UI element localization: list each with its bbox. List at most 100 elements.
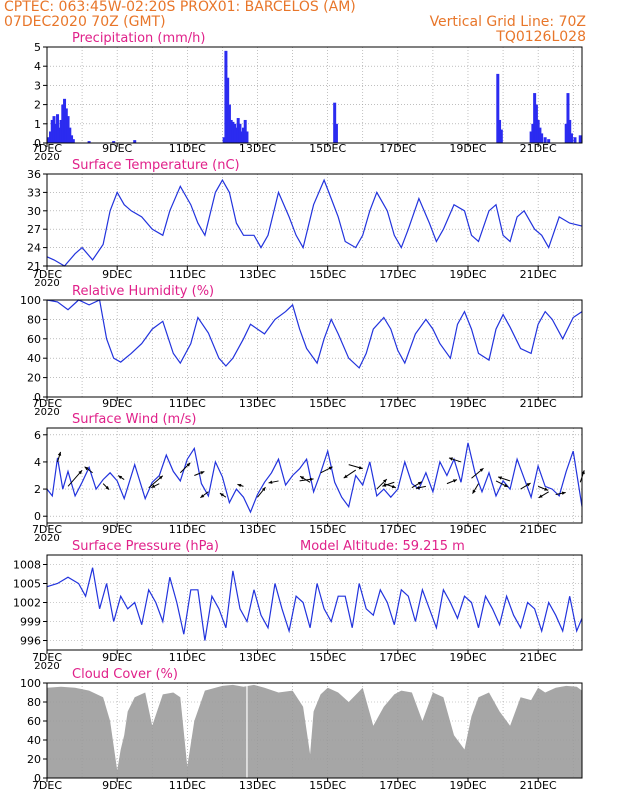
precip-bar (233, 123, 237, 143)
precip-bar (87, 141, 91, 143)
pressure-xtick-label: 13DEC (239, 651, 276, 664)
rh-xtick-label: 15DEC (309, 397, 346, 410)
rh-xtick-label: 21DEC (520, 397, 557, 410)
wind-vector-arrowhead (544, 487, 549, 491)
precip-bar (245, 131, 249, 143)
precip-xtick-label: 7DEC (32, 142, 62, 155)
wind-vector-arrowhead (237, 483, 242, 488)
temp-xtick-label: 11DEC (169, 268, 206, 281)
precip-bar (498, 119, 502, 143)
rh-xtick-label: 7DEC (32, 397, 62, 410)
wind-vector-arrowhead (452, 479, 457, 483)
precip-bar (543, 137, 547, 143)
pressure-xtick-label: 21DEC (520, 651, 557, 664)
precip-xtick-label: 17DEC (379, 142, 416, 155)
precip-bar (547, 139, 551, 143)
precip-panel (43, 46, 583, 147)
temp-ytick-label: 21 (27, 260, 41, 273)
rh-xtick-label: 9DEC (102, 397, 132, 410)
rh-ytick-label: 20 (27, 372, 41, 385)
pressure-ytick-label: 1002 (13, 597, 41, 610)
temp-xtick-label: 21DEC (520, 268, 557, 281)
pressure-ytick-label: 996 (20, 635, 41, 648)
precip-ytick-label: 0 (34, 137, 41, 150)
cloud-ytick-label: 20 (27, 753, 41, 766)
wind-vector-arrowhead (526, 483, 531, 487)
cloud-ytick-label: 0 (34, 772, 41, 785)
precip-bar (68, 127, 72, 143)
temp-plot-area (47, 174, 582, 266)
rh-ytick-label: 60 (27, 333, 41, 346)
temp-xtick-label: 17DEC (379, 268, 416, 281)
header-grid-line: Vertical Grid Line: 70Z (429, 14, 586, 30)
precip-bar (334, 123, 338, 143)
precip-ytick-label: 2 (34, 99, 41, 112)
wind-vector-arrowhead (268, 480, 273, 484)
pressure-panel (43, 554, 583, 654)
precip-bar (529, 131, 533, 143)
precip-ytick-label: 1 (34, 118, 41, 131)
precip-bar (224, 50, 228, 144)
wind-year-label: 2020 (34, 533, 59, 544)
temp-xtick-label: 13DEC (239, 268, 276, 281)
wind-xtick-label: 11DEC (169, 523, 206, 536)
cloud-xtick-label: 9DEC (102, 779, 132, 792)
precip-xtick-label: 15DEC (309, 142, 346, 155)
precip-bar (227, 104, 231, 143)
temp-xtick-label: 9DEC (102, 268, 132, 281)
wind-ytick-label: 6 (34, 429, 41, 442)
pressure-subtitle: Model Altitude: 59.215 m (300, 539, 465, 554)
precip-frame (46, 46, 583, 144)
temp-year-label: 2020 (34, 278, 59, 289)
cloud-ytick-label: 80 (27, 696, 41, 709)
wind-xtick-label: 7DEC (32, 523, 62, 536)
rh-title: Relative Humidity (%) (72, 284, 214, 299)
cloud-ytick-label: 40 (27, 734, 41, 747)
wind-series-line (46, 442, 583, 514)
cloud-title: Cloud Cover (%) (72, 667, 178, 682)
cloud-xtick-label: 7DEC (32, 779, 62, 792)
cloud-xtick-label: 11DEC (169, 779, 206, 792)
wind-vector-arrowhead (581, 470, 585, 475)
wind-vector-arrowhead (186, 462, 191, 467)
wind-ytick-label: 2 (34, 483, 41, 496)
wind-vector-arrowhead (300, 476, 305, 480)
rh-xtick-label: 13DEC (239, 397, 276, 410)
precip-xtick-label: 9DEC (102, 142, 132, 155)
wind-vector-arrowhead (151, 484, 156, 488)
wind-vector-arrowhead (105, 485, 110, 490)
wind-vector-arrowhead (472, 489, 476, 494)
pressure-xtick-label: 15DEC (309, 651, 346, 664)
wind-vector-arrowhead (200, 494, 205, 498)
precip-bar (236, 118, 240, 143)
wind-vector-arrowhead (57, 451, 62, 456)
cloud-xtick-label: 19DEC (449, 779, 486, 792)
wind-ytick-label: 0 (34, 510, 41, 523)
temp-xtick-label: 15DEC (309, 268, 346, 281)
rh-year-label: 2020 (34, 407, 59, 418)
cloud-cover-area (47, 684, 582, 778)
precip-ytick-label: 5 (34, 41, 41, 54)
rh-xtick-label: 11DEC (169, 397, 206, 410)
temp-ytick-label: 24 (27, 242, 41, 255)
rh-ytick-label: 0 (34, 391, 41, 404)
rh-ytick-label: 80 (27, 313, 41, 326)
wind-ytick-label: 4 (34, 456, 41, 469)
wind-vector-arrowhead (538, 494, 543, 498)
wind-vector-arrowhead (448, 457, 453, 461)
wind-vector-arrowhead (417, 481, 422, 486)
temp-ytick-label: 30 (27, 205, 41, 218)
wind-vector-arrowhead (561, 491, 566, 495)
precip-bar (333, 102, 337, 143)
rh-ytick-label: 100 (20, 294, 41, 307)
precip-bar (49, 131, 53, 143)
precip-bar (243, 119, 247, 143)
precip-bar (112, 141, 116, 143)
precip-bar (133, 140, 137, 143)
precip-bar (52, 116, 56, 143)
precip-plot-area (47, 47, 582, 143)
cloud-ytick-label: 100 (20, 677, 41, 690)
pressure-xtick-label: 9DEC (102, 651, 132, 664)
rh-frame (46, 299, 583, 398)
